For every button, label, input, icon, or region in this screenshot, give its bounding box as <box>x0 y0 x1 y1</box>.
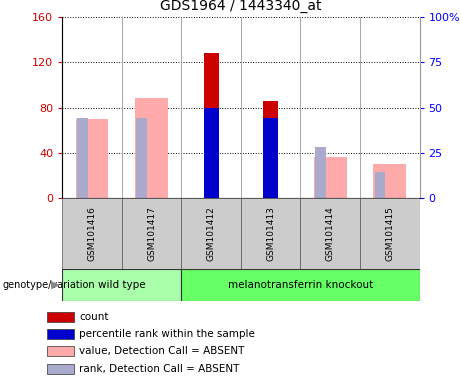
Bar <box>374 172 385 198</box>
Text: GSM101414: GSM101414 <box>325 206 335 261</box>
Text: count: count <box>79 312 109 322</box>
Text: value, Detection Call = ABSENT: value, Detection Call = ABSENT <box>79 346 244 356</box>
Bar <box>76 119 108 198</box>
Text: ▶: ▶ <box>51 280 59 290</box>
Bar <box>181 198 241 269</box>
Bar <box>136 118 147 198</box>
Bar <box>62 269 181 301</box>
Bar <box>314 157 347 198</box>
Bar <box>47 346 74 356</box>
Bar <box>263 118 278 198</box>
Title: GDS1964 / 1443340_at: GDS1964 / 1443340_at <box>160 0 322 13</box>
Bar <box>373 164 406 198</box>
Bar <box>135 99 168 198</box>
Text: wild type: wild type <box>98 280 146 290</box>
Text: GSM101412: GSM101412 <box>207 206 216 261</box>
Text: rank, Detection Call = ABSENT: rank, Detection Call = ABSENT <box>79 364 240 374</box>
Bar <box>263 101 278 198</box>
Bar <box>315 147 326 198</box>
Text: GSM101413: GSM101413 <box>266 206 275 261</box>
Bar <box>77 118 88 198</box>
Bar <box>301 198 360 269</box>
Text: melanotransferrin knockout: melanotransferrin knockout <box>228 280 373 290</box>
Text: GSM101416: GSM101416 <box>88 206 96 261</box>
Bar <box>204 53 219 198</box>
Bar <box>122 198 181 269</box>
Bar <box>181 269 420 301</box>
Bar <box>47 329 74 339</box>
Bar <box>47 364 74 374</box>
Bar <box>241 198 301 269</box>
Text: percentile rank within the sample: percentile rank within the sample <box>79 329 255 339</box>
Text: GSM101415: GSM101415 <box>385 206 394 261</box>
Text: GSM101417: GSM101417 <box>147 206 156 261</box>
Bar <box>62 198 122 269</box>
Bar <box>204 108 219 198</box>
Text: genotype/variation: genotype/variation <box>2 280 95 290</box>
Bar <box>360 198 420 269</box>
Bar <box>47 312 74 322</box>
